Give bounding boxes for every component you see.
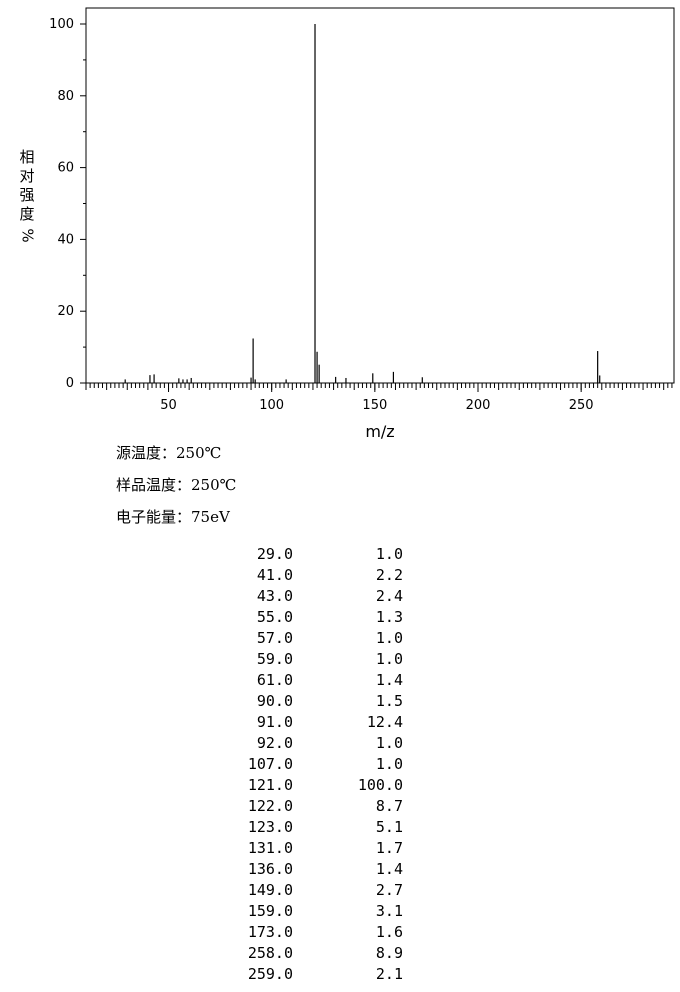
peak-mz: 90.0 [256, 692, 293, 710]
y-tick-label: 60 [57, 161, 74, 176]
peak-mz: 159.0 [247, 902, 293, 920]
peak-row: 149.0 2.7 [200, 880, 403, 901]
peak-intensity: 1.0 [375, 734, 403, 752]
peak-mz: 61.0 [256, 671, 293, 689]
peak-row: 43.0 2.4 [200, 586, 403, 607]
peak-bars [124, 24, 601, 383]
peak-intensity: 2.4 [375, 587, 403, 605]
peak-intensity: 8.7 [375, 797, 403, 815]
peak-row: 61.0 1.4 [200, 670, 403, 691]
x-axis-ticks: 50 100 150 200 250 [160, 383, 594, 413]
peak-mz: 131.0 [247, 839, 293, 857]
peak-row: 123.0 5.1 [200, 817, 403, 838]
y-axis-title: 相 对 强 度 % [16, 148, 38, 245]
peak-intensity: 1.0 [375, 629, 403, 647]
peak-intensity: 1.0 [375, 545, 403, 563]
mass-spectrum-chart: 0 20 40 60 80 100 50 100 150 200 250 m/z [49, 7, 675, 441]
peak-mz: 41.0 [256, 566, 293, 584]
peak-mz: 259.0 [247, 965, 293, 983]
peak-row: 41.0 2.2 [200, 565, 403, 586]
x-tick-label: 200 [466, 398, 491, 413]
peak-row: 131.0 1.7 [200, 838, 403, 859]
peak-row: 173.0 1.6 [200, 922, 403, 943]
peak-intensity: 100.0 [357, 776, 403, 794]
peak-intensity: 2.2 [375, 566, 403, 584]
peak-row: 59.0 1.0 [200, 649, 403, 670]
peak-row: 57.0 1.0 [200, 628, 403, 649]
y-axis-title-char: 强 [19, 186, 35, 204]
y-tick-label: 20 [57, 304, 74, 319]
peak-mz: 29.0 [256, 545, 293, 563]
peak-mz: 59.0 [256, 650, 293, 668]
peak-intensity: 8.9 [375, 944, 403, 962]
sample-temperature: 样品温度：250℃ [116, 476, 237, 494]
x-minor-ticks [85, 383, 673, 390]
peak-mz: 43.0 [256, 587, 293, 605]
peak-mz: 123.0 [247, 818, 293, 836]
plot-frame [85, 7, 675, 384]
peak-table: 29.0 1.0 41.0 2.2 43.0 2.4 55.0 1.3 57.0 1.0 59.0 1… [200, 544, 403, 985]
peak-intensity: 1.5 [375, 692, 403, 710]
peak-mz: 91.0 [256, 713, 293, 731]
peak-mz: 55.0 [256, 608, 293, 626]
peak-mz: 136.0 [247, 860, 293, 878]
peak-intensity: 1.6 [375, 923, 403, 941]
peak-row: 55.0 1.3 [200, 607, 403, 628]
peak-row: 258.0 8.9 [200, 943, 403, 964]
x-tick-label: 50 [160, 398, 177, 413]
peak-mz: 92.0 [256, 734, 293, 752]
peak-mz: 122.0 [247, 797, 293, 815]
peak-row: 92.0 1.0 [200, 733, 403, 754]
y-axis-title-char: % [18, 228, 37, 243]
peak-intensity: 1.4 [375, 860, 403, 878]
peak-mz: 149.0 [247, 881, 293, 899]
y-axis-title-char: 对 [19, 167, 35, 185]
peak-mz: 121.0 [247, 776, 293, 794]
peak-row: 259.0 2.1 [200, 964, 403, 985]
peak-mz: 173.0 [247, 923, 293, 941]
peak-intensity: 1.0 [375, 650, 403, 668]
peak-mz: 57.0 [256, 629, 293, 647]
x-tick-label: 150 [362, 398, 387, 413]
y-tick-label: 40 [57, 232, 74, 247]
peak-row: 136.0 1.4 [200, 859, 403, 880]
peak-row: 107.0 1.0 [200, 754, 403, 775]
x-tick-label: 100 [259, 398, 284, 413]
peak-intensity: 2.7 [375, 881, 403, 899]
peak-intensity: 3.1 [375, 902, 403, 920]
peak-row: 91.0 12.4 [200, 712, 403, 733]
y-tick-label: 100 [49, 17, 74, 32]
y-axis-ticks: 0 20 40 60 80 100 [49, 17, 86, 391]
source-temperature: 源温度：250℃ [116, 444, 222, 462]
peak-mz: 107.0 [247, 755, 293, 773]
peak-intensity: 1.3 [375, 608, 403, 626]
x-tick-label: 250 [569, 398, 594, 413]
peak-row: 29.0 1.0 [200, 544, 403, 565]
peak-mz: 258.0 [247, 944, 293, 962]
peak-row: 122.0 8.7 [200, 796, 403, 817]
peak-intensity: 1.7 [375, 839, 403, 857]
peak-row: 159.0 3.1 [200, 901, 403, 922]
x-axis-title: m/z [365, 422, 394, 441]
y-axis-title-char: 相 [19, 148, 35, 166]
y-tick-label: 80 [57, 89, 74, 104]
y-tick-label: 0 [66, 376, 74, 391]
peak-intensity: 2.1 [375, 965, 403, 983]
peak-intensity: 12.4 [366, 713, 403, 731]
peak-row: 121.0 100.0 [200, 775, 403, 796]
peak-intensity: 1.4 [375, 671, 403, 689]
y-axis-title-char: 度 [19, 205, 35, 223]
peak-intensity: 1.0 [375, 755, 403, 773]
peak-intensity: 5.1 [375, 818, 403, 836]
electron-energy: 电子能量：75eV [116, 508, 230, 526]
peak-row: 90.0 1.5 [200, 691, 403, 712]
